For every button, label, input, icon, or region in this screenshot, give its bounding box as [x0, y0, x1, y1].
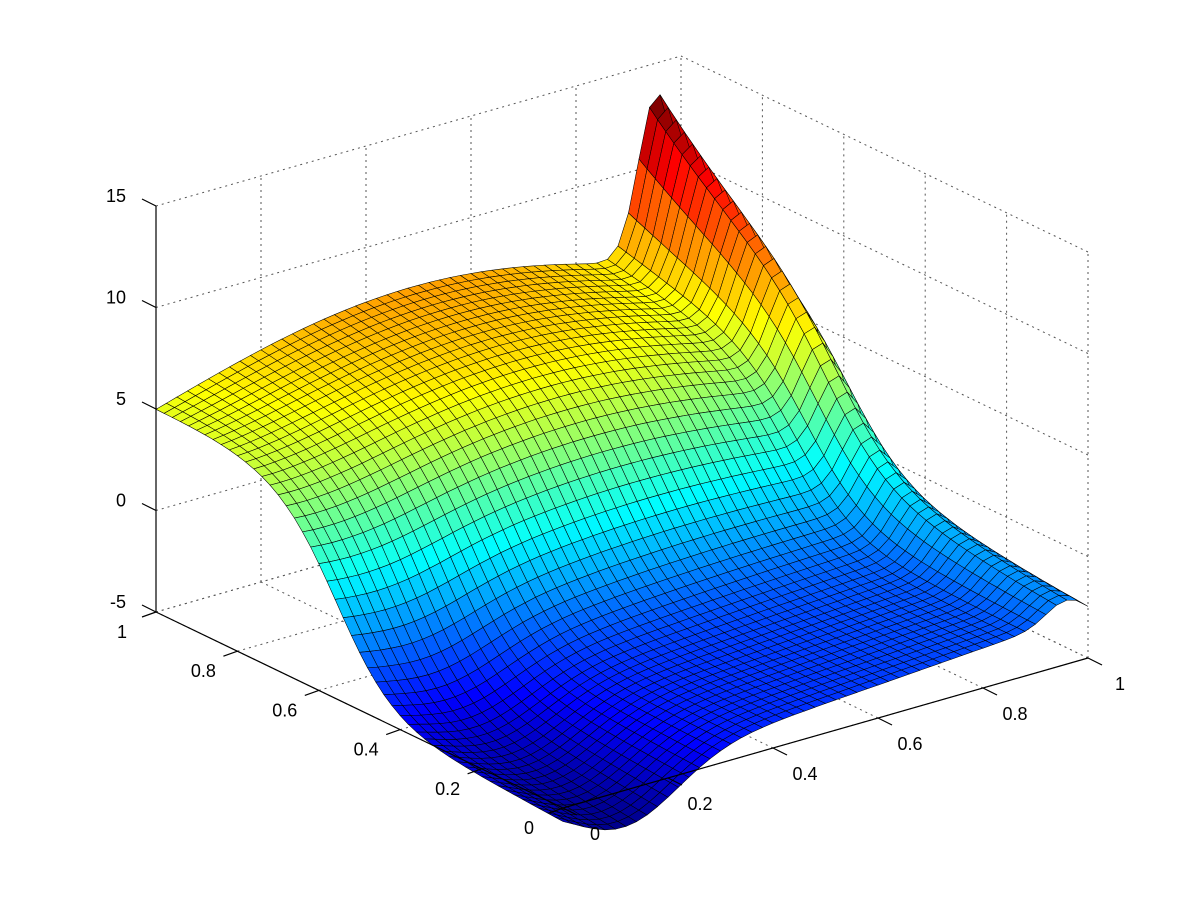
x-tick-label-5: 1 [1115, 674, 1125, 694]
z-axis-tick-2 [141, 401, 157, 410]
x-tick-label-1: 0.2 [687, 794, 712, 814]
x-tick-label-2: 0.4 [792, 764, 817, 784]
y-axis-tick-4 [223, 650, 238, 657]
x-axis-tick-5 [1087, 657, 1103, 666]
y-axis-tick-3 [304, 689, 320, 696]
axes [141, 198, 1103, 816]
z-tick-label-4: 15 [106, 186, 126, 206]
z-axis-tick-1 [141, 502, 157, 512]
floor-grid-y-4 [237, 500, 763, 652]
x-axis-line [562, 657, 1089, 809]
y-tick-label-5: 1 [117, 622, 127, 642]
y-axis-tick-0 [548, 807, 564, 814]
y-tick-label-1: 0.2 [435, 779, 460, 799]
backwall-grid-z-0 [155, 461, 682, 613]
z-axis-tick-4 [141, 198, 157, 207]
x-axis-tick-0 [562, 807, 578, 816]
z-tick-label-1: 0 [116, 491, 126, 511]
y-axis-tick-2 [385, 729, 401, 736]
y-tick-label-3: 0.6 [272, 700, 297, 720]
surface-mesh [155, 94, 1089, 831]
y-tick-label-2: 0.4 [354, 740, 379, 760]
y-tick-label-4: 0.8 [191, 661, 216, 681]
z-tick-label-3: 10 [106, 288, 126, 308]
backwall-grid-z-4 [155, 55, 682, 207]
x-axis-tick-4 [982, 687, 998, 696]
x-tick-label-4: 0.8 [1002, 704, 1027, 724]
z-axis-tick-0 [141, 604, 157, 613]
backwall-grid-z-3 [155, 157, 682, 308]
y-axis-line [155, 611, 564, 809]
surface-patch [1069, 595, 1089, 607]
y-axis-tick-1 [467, 768, 482, 775]
x-axis-tick-3 [877, 717, 893, 726]
x-axis-tick-2 [772, 747, 788, 756]
x-tick-label-3: 0.6 [897, 734, 922, 754]
z-axis-tick-3 [141, 299, 157, 309]
backwall-grid-z-1 [155, 360, 682, 511]
y-tick-label-0: 0 [524, 818, 534, 838]
x-axis-tick-1 [667, 777, 683, 786]
z-tick-label-2: 5 [116, 389, 126, 409]
y-axis-tick-5 [141, 611, 157, 618]
z-tick-label-0: -5 [110, 592, 126, 612]
x-tick-label-0: 0 [590, 824, 600, 844]
